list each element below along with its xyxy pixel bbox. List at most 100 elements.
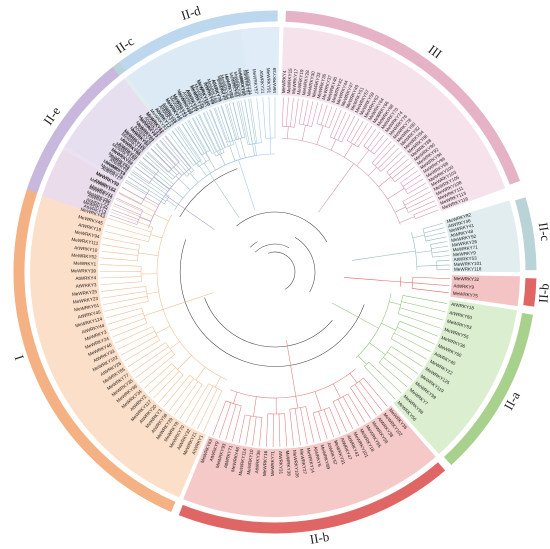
leaf-branch	[303, 100, 309, 125]
leaf-branch	[148, 367, 176, 394]
leaf-branch	[363, 377, 388, 407]
leaf-branch	[430, 241, 448, 245]
subclade-stem-II-c-20	[205, 152, 216, 171]
leaf-label: MeWRKY25	[72, 289, 98, 297]
leaf-branch	[383, 357, 413, 381]
leaf-branch	[117, 330, 155, 350]
leaf-branch	[156, 143, 188, 177]
leaf-branch	[312, 412, 321, 442]
leaf-branch	[232, 102, 242, 139]
group-label-II-c-top: II-c	[536, 221, 550, 242]
leaf-branch	[151, 148, 172, 169]
leaf-label: MeWRKY37	[321, 74, 333, 100]
group-arcs	[13, 10, 537, 534]
leaf-branch	[127, 342, 166, 368]
leaf-branch	[131, 346, 169, 373]
leaf-branch	[131, 171, 150, 184]
backbone-arc-3	[236, 211, 328, 243]
leaf-branch	[386, 155, 406, 173]
leaf-label: MeWRKY39	[71, 268, 97, 273]
band-III	[281, 27, 506, 212]
backbone-arc-6	[179, 168, 238, 218]
leaf-branch	[432, 255, 450, 258]
leaf-branch	[363, 128, 377, 147]
subclade-stem-III-24	[368, 166, 377, 176]
leaf-branch	[228, 103, 240, 139]
leaf-branch	[238, 414, 246, 444]
leaf-branch	[118, 192, 142, 205]
leaf-branch	[225, 104, 237, 140]
leaf-branch	[389, 158, 409, 176]
leaf-branch	[112, 205, 152, 222]
leaf-branch	[226, 103, 238, 140]
leaf-branch	[203, 112, 221, 150]
leaf-label: MeWRKY33	[311, 72, 321, 98]
clade-arc-I	[156, 214, 227, 380]
leaf-branch	[399, 320, 438, 337]
clade-stem-III	[318, 163, 354, 213]
leaf-branch	[265, 413, 269, 447]
band-II-c-top	[444, 200, 520, 272]
leaf-branch	[159, 140, 190, 175]
arc-II-b-top	[523, 278, 537, 307]
clade-arc-II-b	[230, 368, 356, 399]
subclade-stem-II-e-16	[180, 155, 191, 169]
leaf-label: MeWRKY71	[270, 451, 275, 477]
leaf-branch	[218, 402, 232, 438]
subclade-stem-II-c-top-8	[416, 265, 437, 267]
leaf-label: AtWRKY18	[451, 302, 475, 311]
leaf-branch	[150, 148, 178, 176]
subclade-stem-II-e-8	[153, 176, 170, 190]
leaf-branch	[245, 415, 251, 445]
leaf-label-bands	[29, 27, 520, 517]
leaf-label: MeWRKY103	[237, 68, 247, 97]
subclade-stem-II-c-0	[166, 199, 177, 207]
subclade-stem-II-a-0	[389, 301, 401, 305]
leaf-label: AtWRKY9	[453, 283, 474, 290]
leaf-branch	[142, 156, 159, 172]
leaf-branch	[364, 366, 396, 400]
leaf-branch	[101, 286, 146, 292]
leaf-branch	[164, 135, 181, 156]
clade-stem-I	[163, 292, 214, 310]
leaf-branch	[350, 387, 371, 419]
subclade-stem-II-a-4	[381, 322, 396, 331]
leaf-branch	[198, 114, 219, 155]
subclade-stem-I-40	[154, 213, 169, 222]
leaf-branch	[220, 105, 233, 141]
leaf-branch	[359, 381, 383, 411]
subclade-stem-II-b-12	[295, 396, 299, 409]
leaf-label: MeWRKY32	[454, 276, 480, 282]
leaf-branch	[431, 250, 449, 254]
leaf-label: MeWRKY15	[286, 68, 293, 94]
leaf-label: AtWRKY31	[278, 451, 284, 475]
leaf-label: MeWRKY19	[296, 69, 304, 95]
leaf-branch	[115, 326, 153, 344]
leaf-label: AtWRKY44	[81, 323, 105, 335]
leaf-branch	[195, 115, 217, 157]
leaf-label: AtWRKY60	[449, 310, 473, 320]
subclade-stem-III-40	[399, 216, 415, 223]
arc-II-c-top	[515, 197, 537, 271]
leaf-branch	[178, 125, 202, 161]
leaf-branch	[238, 100, 249, 145]
leaf-branch	[134, 166, 168, 192]
leaf-branch	[333, 111, 347, 139]
leaf-branch	[236, 101, 246, 138]
leaf-branch	[425, 236, 447, 242]
leaf-branch	[284, 413, 288, 447]
leaf-branch	[217, 106, 232, 146]
subclade-stem-II-e-0	[139, 217, 151, 223]
leaf-branch	[354, 384, 377, 415]
leaf-branch	[153, 371, 180, 399]
leaf-branch	[104, 300, 149, 312]
band-II-a	[393, 299, 517, 455]
leaf-label: MeWRKY2	[216, 78, 227, 102]
leaf-branch	[171, 130, 197, 164]
leaf-branch	[370, 134, 384, 152]
band-I	[29, 149, 206, 498]
leaf-label: MeWRKY35	[316, 73, 327, 99]
leaf-branch	[371, 141, 392, 164]
leaf-branch	[174, 128, 199, 163]
